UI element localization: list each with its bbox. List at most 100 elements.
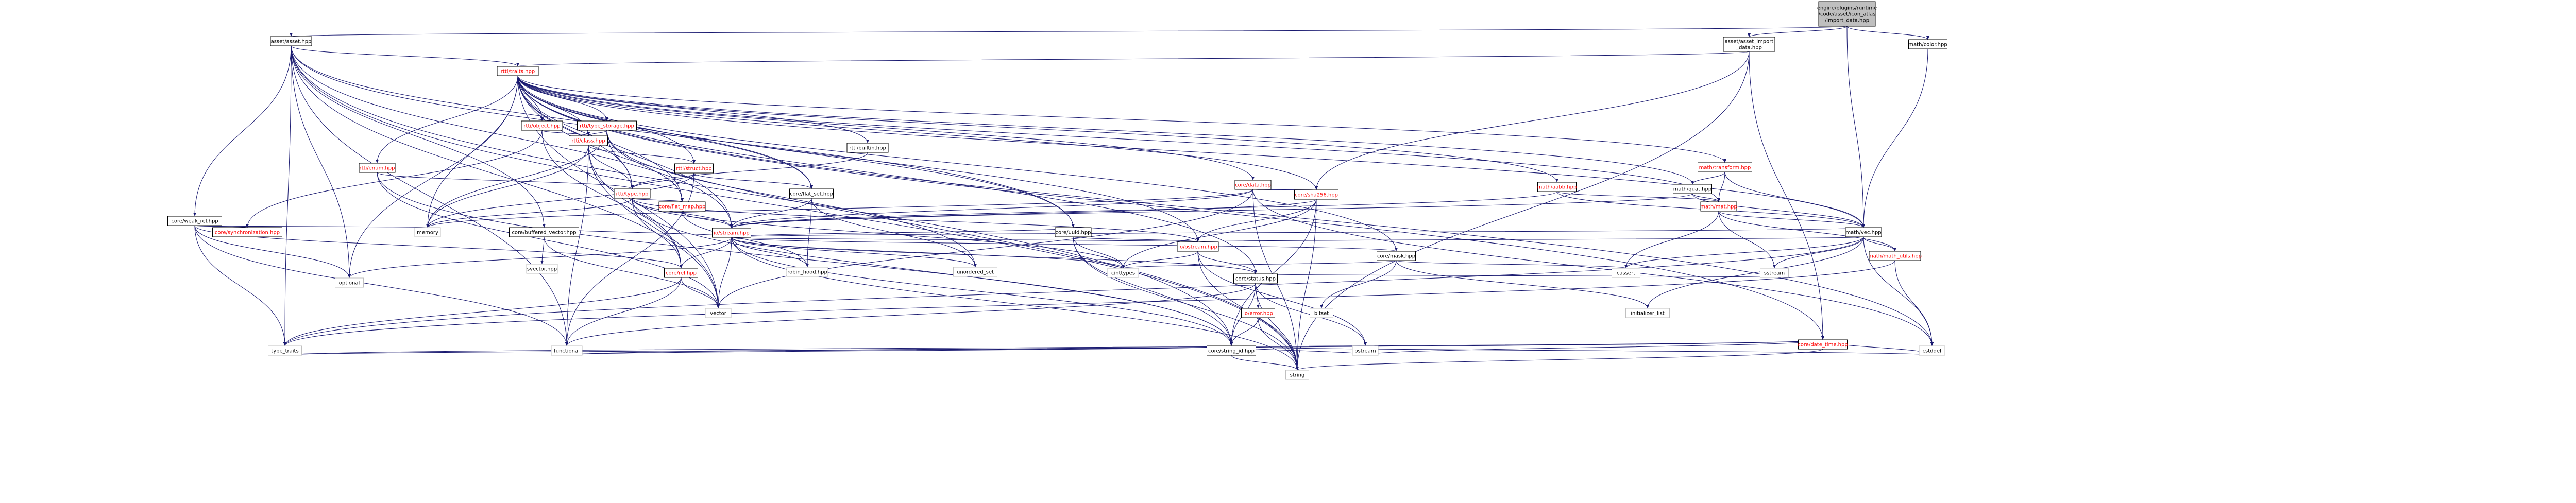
edge-core_ref-to-std_functional xyxy=(565,277,682,346)
node-box xyxy=(614,188,651,199)
node-io-error[interactable]: io/error.hpp xyxy=(1241,308,1275,318)
node-box xyxy=(1673,184,1712,194)
node-box xyxy=(1919,345,1945,356)
node-std-svector: svector.hpp xyxy=(526,264,558,274)
node-core-sha256[interactable]: core/sha256.hpp xyxy=(1294,189,1338,200)
node-math-mat[interactable]: math/mat.hpp xyxy=(1700,201,1737,212)
node-label: core/sha256.hpp xyxy=(1295,193,1338,198)
node-rtti-struct[interactable]: rtti/struct.hpp xyxy=(674,163,714,174)
node-box xyxy=(569,135,608,146)
node-rtti-enum[interactable]: rtti/enum.hpp xyxy=(359,163,396,173)
node-box xyxy=(268,345,302,356)
edge-core_string_id-to-std_cstddef xyxy=(1231,345,1933,356)
node-rtti-type[interactable]: rtti/type.hpp xyxy=(614,188,651,199)
edge-core_sha256-to-std_cinttypes xyxy=(1122,199,1317,269)
edge-core_status-to-std_sstream xyxy=(1255,273,1775,278)
node-core-flat-map[interactable]: core/flat_map.hpp xyxy=(658,201,706,212)
node-core-string-id[interactable]: core/string_id.hpp xyxy=(1207,345,1256,356)
node-std-cinttypes: cinttypes xyxy=(1107,268,1139,278)
edge-math_transform-to-math_quat xyxy=(1691,171,1725,185)
node-core-date-time[interactable]: core/date_time.hpp xyxy=(1798,339,1848,350)
node-core-ref[interactable]: core/ref.hpp xyxy=(664,268,698,278)
edge-rtti_type_storage-to-std_unordered_set xyxy=(606,130,977,268)
node-label: string xyxy=(1290,373,1305,378)
edge-io_stream-to-std_cinttypes xyxy=(731,237,1125,269)
node-asset-hpp[interactable]: asset/asset.hpp xyxy=(270,36,312,46)
node-math-transform[interactable]: math/transform.hpp xyxy=(1698,162,1752,172)
node-std-robin-hood: robin_hood.hpp xyxy=(786,267,828,277)
edge-io_ostream-to-std_ostream xyxy=(1197,251,1367,346)
node-io-ostream[interactable]: io/ostream.hpp xyxy=(1177,241,1219,252)
node-rtti-object[interactable]: rtti/object.hpp xyxy=(521,120,563,131)
edge-math_utils-to-std_cstddef xyxy=(1894,260,1934,346)
node-label: core/status.hpp xyxy=(1235,276,1276,282)
node-box xyxy=(414,227,441,237)
node-label: bitset xyxy=(1314,311,1329,317)
edge-core_weak_ref-to-std_functional xyxy=(194,225,568,346)
node-label: svector.hpp xyxy=(527,267,557,272)
node-box xyxy=(526,264,558,274)
node-label: math/quat.hpp xyxy=(1673,187,1711,193)
node-box xyxy=(1869,251,1921,261)
edge-core_buffered_vector-to-std_svector xyxy=(540,236,545,265)
node-label: sstream xyxy=(1764,271,1785,276)
node-label: /import_data.hpp xyxy=(1825,18,1869,24)
node-rtti-builtin[interactable]: rtti/builtin.hpp xyxy=(846,143,889,153)
node-label: cstddef xyxy=(1923,349,1942,354)
edge-rtti_traits-to-io_stream xyxy=(517,75,733,229)
node-asset-import[interactable]: asset/asset_import_data.hpp xyxy=(1723,37,1775,52)
edge-rtti_type_storage-to-std_memory xyxy=(426,130,607,228)
node-core-data[interactable]: core/data.hpp xyxy=(1234,180,1272,190)
node-std-vector: vector xyxy=(705,308,732,318)
node-math-utils[interactable]: math/math_utils.hpp xyxy=(1868,251,1922,261)
edge-core_weak_ref-to-std_type_traits xyxy=(194,225,286,346)
node-math-vec[interactable]: math/vec.hpp xyxy=(1845,227,1882,237)
edge-rtti_type-to-core_string_id xyxy=(632,198,1233,346)
node-math-color[interactable]: math/color.hpp xyxy=(1908,39,1947,49)
node-std-initializer-list: initializer_list xyxy=(1625,308,1670,318)
edge-rtti_struct-to-std_memory xyxy=(426,172,694,228)
edge-asset_import-to-rtti_traits xyxy=(517,51,1750,67)
edge-core_status-to-std_string xyxy=(1255,283,1299,371)
node-io-stream[interactable]: io/stream.hpp xyxy=(712,228,751,238)
node-box xyxy=(1798,339,1848,350)
edge-asset_hpp-to-core_buffered_vector xyxy=(291,45,546,228)
node-rtti-type-storage[interactable]: rtti/type_storage.hpp xyxy=(577,120,637,131)
node-box xyxy=(551,345,583,356)
edge-math_vec-to-io_ostream xyxy=(1197,236,1864,242)
node-core-weak-ref[interactable]: core/weak_ref.hpp xyxy=(167,216,222,226)
edge-rtti_traits-to-math_vec xyxy=(517,75,1865,228)
node-std-sstream: sstream xyxy=(1760,268,1789,278)
edge-core_sha256-to-io_ostream xyxy=(1196,199,1317,242)
edge-io_ostream-to-core_status xyxy=(1197,251,1257,274)
node-root[interactable]: engine/plugins/runtime/code/asset/icon_a… xyxy=(1817,1,1877,27)
node-box xyxy=(1537,182,1577,192)
node-box xyxy=(846,143,889,153)
node-core-status[interactable]: core/status.hpp xyxy=(1233,273,1278,284)
edge-rtti_traits-to-core_flat_set xyxy=(517,75,813,189)
edge-asset_import-to-std_string xyxy=(1296,51,1750,371)
edge-rtti_enum-to-core_string_id xyxy=(377,172,1233,346)
edge-math_mat-to-std_cassert xyxy=(1624,211,1719,269)
node-math-quat[interactable]: math/quat.hpp xyxy=(1673,184,1712,194)
edge-asset_hpp-to-std_type_traits xyxy=(283,45,292,346)
edge-rtti_builtin-to-rtti_type xyxy=(631,152,868,189)
node-core-sync[interactable]: core/synchronization.hpp xyxy=(212,227,282,237)
node-math-aabb[interactable]: math/aabb.hpp xyxy=(1537,182,1577,192)
node-std-functional: functional xyxy=(551,345,583,356)
edge-core_buffered_vector-to-std_vector xyxy=(544,236,720,309)
node-box xyxy=(1207,345,1256,356)
node-core-uuid[interactable]: core/uuid.hpp xyxy=(1055,227,1092,237)
node-box xyxy=(1107,268,1139,278)
node-box xyxy=(1055,227,1092,237)
node-core-mask[interactable]: core/mask.hpp xyxy=(1377,251,1416,261)
edge-rtti_traits-to-rtti_enum xyxy=(376,75,518,164)
node-rtti-traits[interactable]: rtti/traits.hpp xyxy=(497,66,539,76)
node-box xyxy=(1233,273,1278,284)
edge-math_transform-to-math_vec xyxy=(1724,171,1865,228)
node-rtti-class[interactable]: rtti/class.hpp xyxy=(569,135,608,146)
node-label: math/color.hpp xyxy=(1908,42,1947,48)
node-core-buffered-vector[interactable]: core/buffered_vector.hpp xyxy=(509,227,579,237)
node-std-type-traits: type_traits xyxy=(268,345,302,356)
node-core-flat-set[interactable]: core/flat_set.hpp xyxy=(789,188,834,199)
